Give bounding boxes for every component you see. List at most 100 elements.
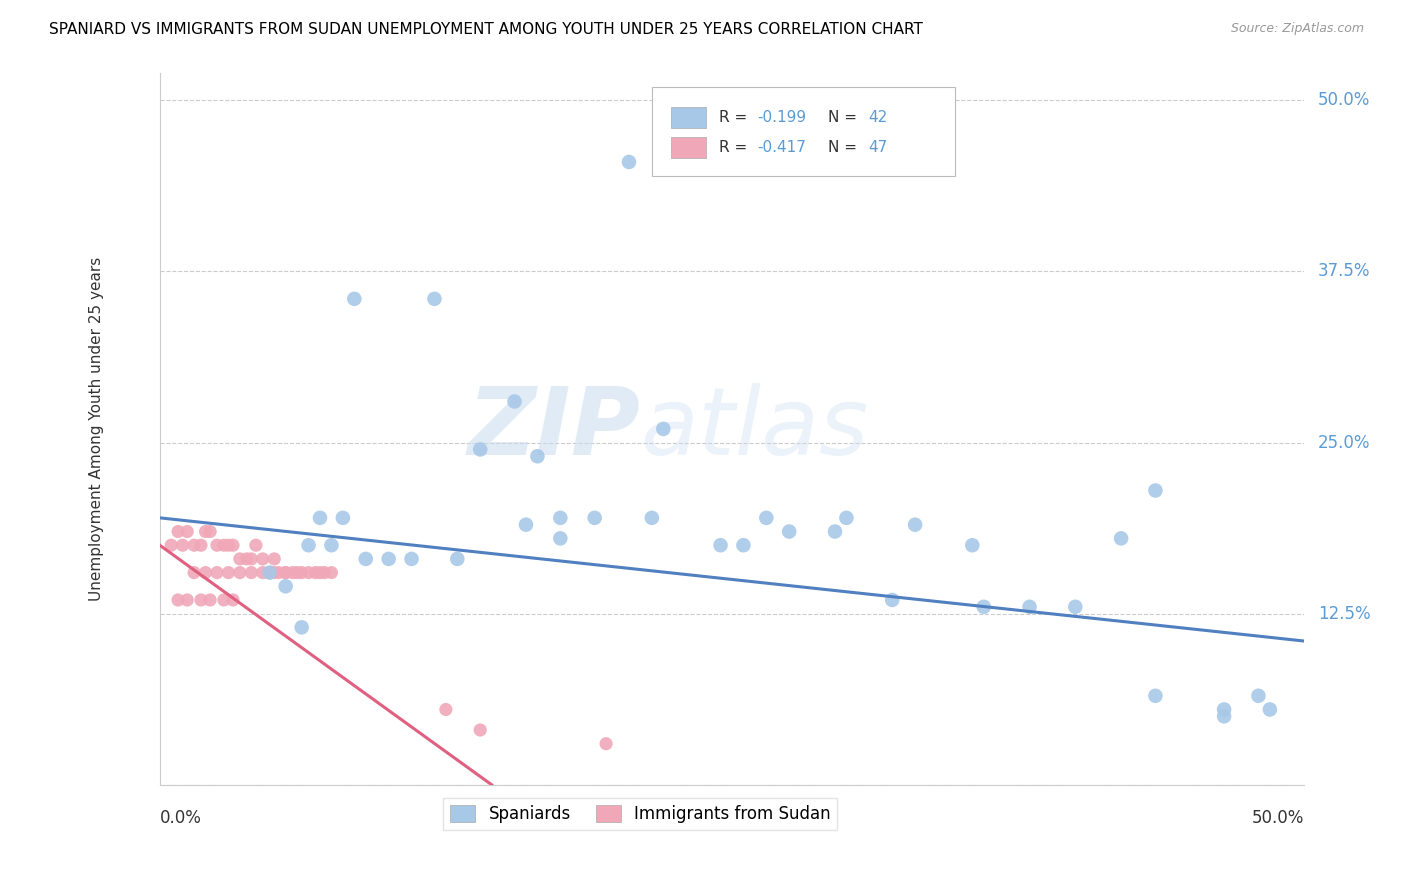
- Point: [1247, 689, 1270, 703]
- Text: -0.199: -0.199: [758, 111, 806, 125]
- Point: [321, 566, 343, 580]
- Point: [212, 538, 235, 552]
- Point: [291, 620, 314, 634]
- Point: [641, 511, 664, 525]
- Point: [267, 566, 290, 580]
- Point: [550, 532, 572, 546]
- Point: [229, 566, 252, 580]
- Point: [470, 442, 492, 457]
- Point: [297, 566, 319, 580]
- Point: [835, 511, 858, 525]
- Point: [755, 511, 778, 525]
- Point: [332, 511, 354, 525]
- Point: [824, 524, 846, 539]
- Point: [595, 737, 617, 751]
- Point: [321, 538, 343, 552]
- Point: [962, 538, 984, 552]
- Text: 25.0%: 25.0%: [1317, 434, 1371, 451]
- Text: 37.5%: 37.5%: [1317, 262, 1371, 280]
- Point: [160, 538, 183, 552]
- Point: [205, 566, 228, 580]
- Point: [973, 599, 995, 614]
- Text: SPANIARD VS IMMIGRANTS FROM SUDAN UNEMPLOYMENT AMONG YOUTH UNDER 25 YEARS CORREL: SPANIARD VS IMMIGRANTS FROM SUDAN UNEMPL…: [49, 22, 924, 37]
- Text: N =: N =: [828, 140, 862, 155]
- Text: 0.0%: 0.0%: [160, 809, 201, 828]
- Point: [423, 292, 446, 306]
- Point: [235, 552, 257, 566]
- Point: [274, 566, 297, 580]
- Point: [904, 517, 927, 532]
- Point: [263, 552, 285, 566]
- Text: Unemployment Among Youth under 25 years: Unemployment Among Youth under 25 years: [90, 257, 104, 601]
- Point: [882, 593, 904, 607]
- Point: [190, 593, 212, 607]
- Point: [354, 552, 377, 566]
- Point: [176, 593, 198, 607]
- Text: R =: R =: [720, 140, 752, 155]
- Point: [167, 593, 190, 607]
- Point: [1213, 709, 1236, 723]
- Legend: Spaniards, Immigrants from Sudan: Spaniards, Immigrants from Sudan: [443, 798, 838, 830]
- Point: [252, 552, 274, 566]
- Point: [1213, 702, 1236, 716]
- Text: ZIP: ZIP: [468, 383, 640, 475]
- Point: [183, 566, 205, 580]
- Point: [167, 524, 190, 539]
- Point: [515, 517, 537, 532]
- Bar: [671, 137, 706, 159]
- Point: [240, 552, 263, 566]
- Bar: [671, 107, 706, 128]
- Point: [194, 566, 217, 580]
- Point: [526, 449, 548, 463]
- Point: [309, 566, 332, 580]
- Text: -0.417: -0.417: [758, 140, 806, 155]
- Point: [263, 566, 285, 580]
- Point: [377, 552, 399, 566]
- Text: Source: ZipAtlas.com: Source: ZipAtlas.com: [1230, 22, 1364, 36]
- Point: [401, 552, 423, 566]
- Text: 12.5%: 12.5%: [1317, 605, 1371, 623]
- Point: [222, 593, 245, 607]
- Point: [245, 538, 267, 552]
- Point: [434, 702, 457, 716]
- Point: [503, 394, 526, 409]
- Text: 50.0%: 50.0%: [1251, 809, 1305, 828]
- Point: [198, 593, 221, 607]
- Point: [709, 538, 731, 552]
- FancyBboxPatch shape: [652, 87, 955, 177]
- Point: [291, 566, 314, 580]
- Text: 47: 47: [868, 140, 887, 155]
- Point: [1064, 599, 1087, 614]
- Point: [309, 511, 332, 525]
- Point: [1109, 532, 1132, 546]
- Point: [217, 566, 239, 580]
- Point: [281, 566, 304, 580]
- Point: [183, 538, 205, 552]
- Point: [778, 524, 800, 539]
- Point: [617, 155, 640, 169]
- Point: [550, 511, 572, 525]
- Point: [470, 723, 492, 737]
- Point: [1144, 483, 1167, 498]
- Point: [222, 538, 245, 552]
- Point: [285, 566, 308, 580]
- Point: [252, 566, 274, 580]
- Point: [304, 566, 326, 580]
- Point: [297, 538, 319, 552]
- Point: [274, 579, 297, 593]
- Point: [343, 292, 366, 306]
- Point: [212, 593, 235, 607]
- Point: [652, 422, 675, 436]
- Point: [259, 566, 281, 580]
- Point: [205, 538, 228, 552]
- Point: [733, 538, 755, 552]
- Point: [229, 552, 252, 566]
- Point: [583, 511, 606, 525]
- Point: [274, 566, 297, 580]
- Text: 42: 42: [868, 111, 887, 125]
- Point: [176, 524, 198, 539]
- Text: N =: N =: [828, 111, 862, 125]
- Text: 50.0%: 50.0%: [1317, 91, 1371, 110]
- Point: [259, 566, 281, 580]
- Point: [190, 538, 212, 552]
